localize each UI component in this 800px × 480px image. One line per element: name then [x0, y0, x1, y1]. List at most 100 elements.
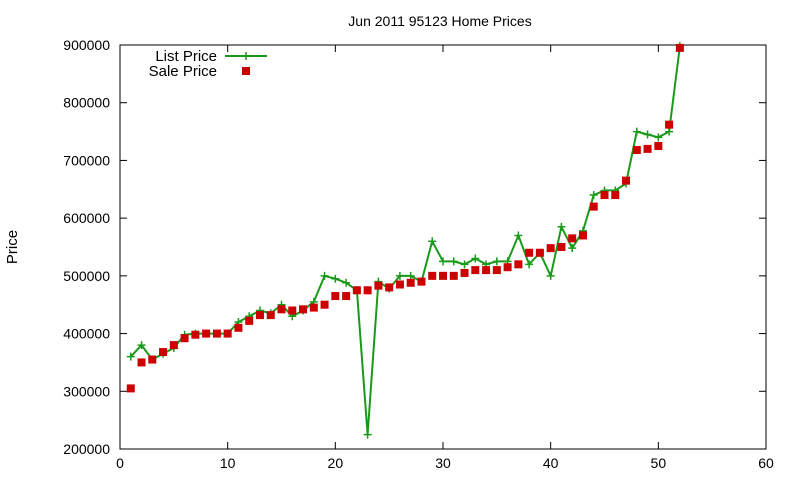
sale-price-point	[535, 248, 544, 257]
sale-price-point	[611, 191, 620, 200]
sale-price-point	[169, 341, 178, 350]
sale-price-point	[352, 286, 361, 295]
sale-price-point	[600, 191, 609, 200]
x-tick-label-6: 60	[758, 455, 774, 471]
list-price-point	[589, 191, 598, 200]
sale-price-point	[331, 292, 340, 301]
list-price-point	[632, 127, 641, 136]
sale-price-point	[223, 329, 232, 338]
list-price-point	[320, 271, 329, 280]
sale-price-point	[159, 348, 168, 357]
sale-price-point	[137, 358, 146, 367]
y-tick-label-6: 800000	[63, 95, 110, 111]
chart-title: Jun 2011 95123 Home Prices	[348, 13, 531, 29]
list-price-point	[525, 260, 534, 269]
list-price-point	[471, 254, 480, 263]
list-price-point	[342, 278, 351, 287]
sale-price-point	[471, 266, 480, 275]
axis-ticks: 0 10 20 30 40 50 60 200000 300000 400000 500000 600…	[63, 37, 774, 471]
sale-price-point	[126, 384, 135, 393]
list-price-point	[643, 130, 652, 139]
sale-price-point	[514, 260, 523, 269]
x-tick-label-1: 10	[220, 455, 236, 471]
sale-price-point	[589, 202, 598, 211]
list-price-point	[460, 260, 469, 269]
sale-price-point	[654, 142, 663, 150]
list-price-point	[439, 257, 447, 266]
sale-price-point	[342, 292, 351, 301]
y-tick-label-1: 300000	[63, 383, 110, 399]
sale-price-point	[449, 271, 458, 280]
x-tick-label-5: 50	[651, 455, 667, 471]
legend-label-list-price: List Price	[155, 48, 217, 65]
sale-price-point	[525, 248, 534, 257]
x-tick-label-3: 30	[435, 455, 451, 471]
sale-price-point	[665, 120, 674, 129]
x-tick-label-0: 0	[116, 455, 124, 471]
list-price-point	[395, 271, 404, 280]
sale-price-point	[503, 263, 512, 272]
sale-price-point	[492, 266, 501, 275]
sale-price-point	[180, 334, 189, 343]
legend-label-sale-price: Sale Price	[149, 63, 217, 80]
y-tick-label-4: 600000	[63, 210, 110, 226]
sale-price-point	[202, 329, 211, 338]
sale-price-point	[675, 43, 684, 52]
sale-price-point	[266, 311, 275, 320]
list-price-point	[331, 274, 340, 283]
sale-price-point	[277, 305, 286, 314]
sale-price-point	[417, 277, 426, 286]
sale-price-point	[212, 329, 221, 338]
sale-price-point	[546, 244, 555, 253]
sale-price-point	[309, 303, 318, 312]
sale-price-point	[374, 281, 383, 290]
sale-price-point	[428, 271, 437, 280]
list-price-point	[665, 127, 674, 136]
sale-price-point	[191, 330, 200, 339]
sale-price-point	[460, 268, 469, 277]
series-layer	[126, 42, 684, 439]
list-price-point	[568, 244, 577, 253]
list-price-point	[492, 257, 501, 266]
list-price-point	[428, 237, 437, 246]
list-price-point	[406, 271, 415, 280]
y-axis-label: Price	[4, 230, 21, 264]
sale-price-point	[643, 144, 652, 153]
sale-price-point	[406, 278, 415, 287]
list-price-point	[449, 257, 458, 266]
sale-price-point	[234, 323, 243, 332]
sale-price-point	[299, 305, 308, 314]
sale-price-point	[320, 300, 329, 309]
y-tick-label-5: 700000	[63, 152, 110, 168]
legend-marker-list-price	[242, 52, 250, 60]
plot-frame	[119, 44, 767, 450]
list-price-line	[130, 46, 681, 435]
x-tick-label-2: 20	[328, 455, 344, 471]
sale-price-point	[245, 316, 254, 325]
list-price-point	[126, 352, 135, 361]
sale-price-point	[148, 355, 157, 364]
sale-price-point	[255, 311, 264, 320]
list-price-point	[137, 341, 146, 350]
sale-price-point	[395, 280, 404, 289]
sale-price-point	[578, 231, 587, 240]
legend-swatch-sale-price	[242, 67, 250, 75]
y-tick-label-3: 500000	[63, 268, 110, 284]
sale-price-point	[568, 234, 577, 243]
sale-price-point	[288, 306, 297, 315]
sale-price-point	[632, 146, 641, 155]
sale-price-point	[557, 243, 566, 251]
y-tick-label-2: 400000	[63, 326, 110, 342]
x-tick-label-4: 40	[543, 455, 559, 471]
sale-price-point	[385, 283, 394, 292]
list-price-point	[654, 133, 663, 142]
y-tick-label-7: 900000	[63, 37, 110, 53]
list-price-point	[363, 430, 372, 439]
sale-price-point	[363, 286, 372, 295]
sale-price-point	[482, 266, 491, 275]
list-price-point	[546, 271, 555, 280]
list-price-point	[514, 231, 523, 240]
sale-price-point	[439, 271, 447, 280]
